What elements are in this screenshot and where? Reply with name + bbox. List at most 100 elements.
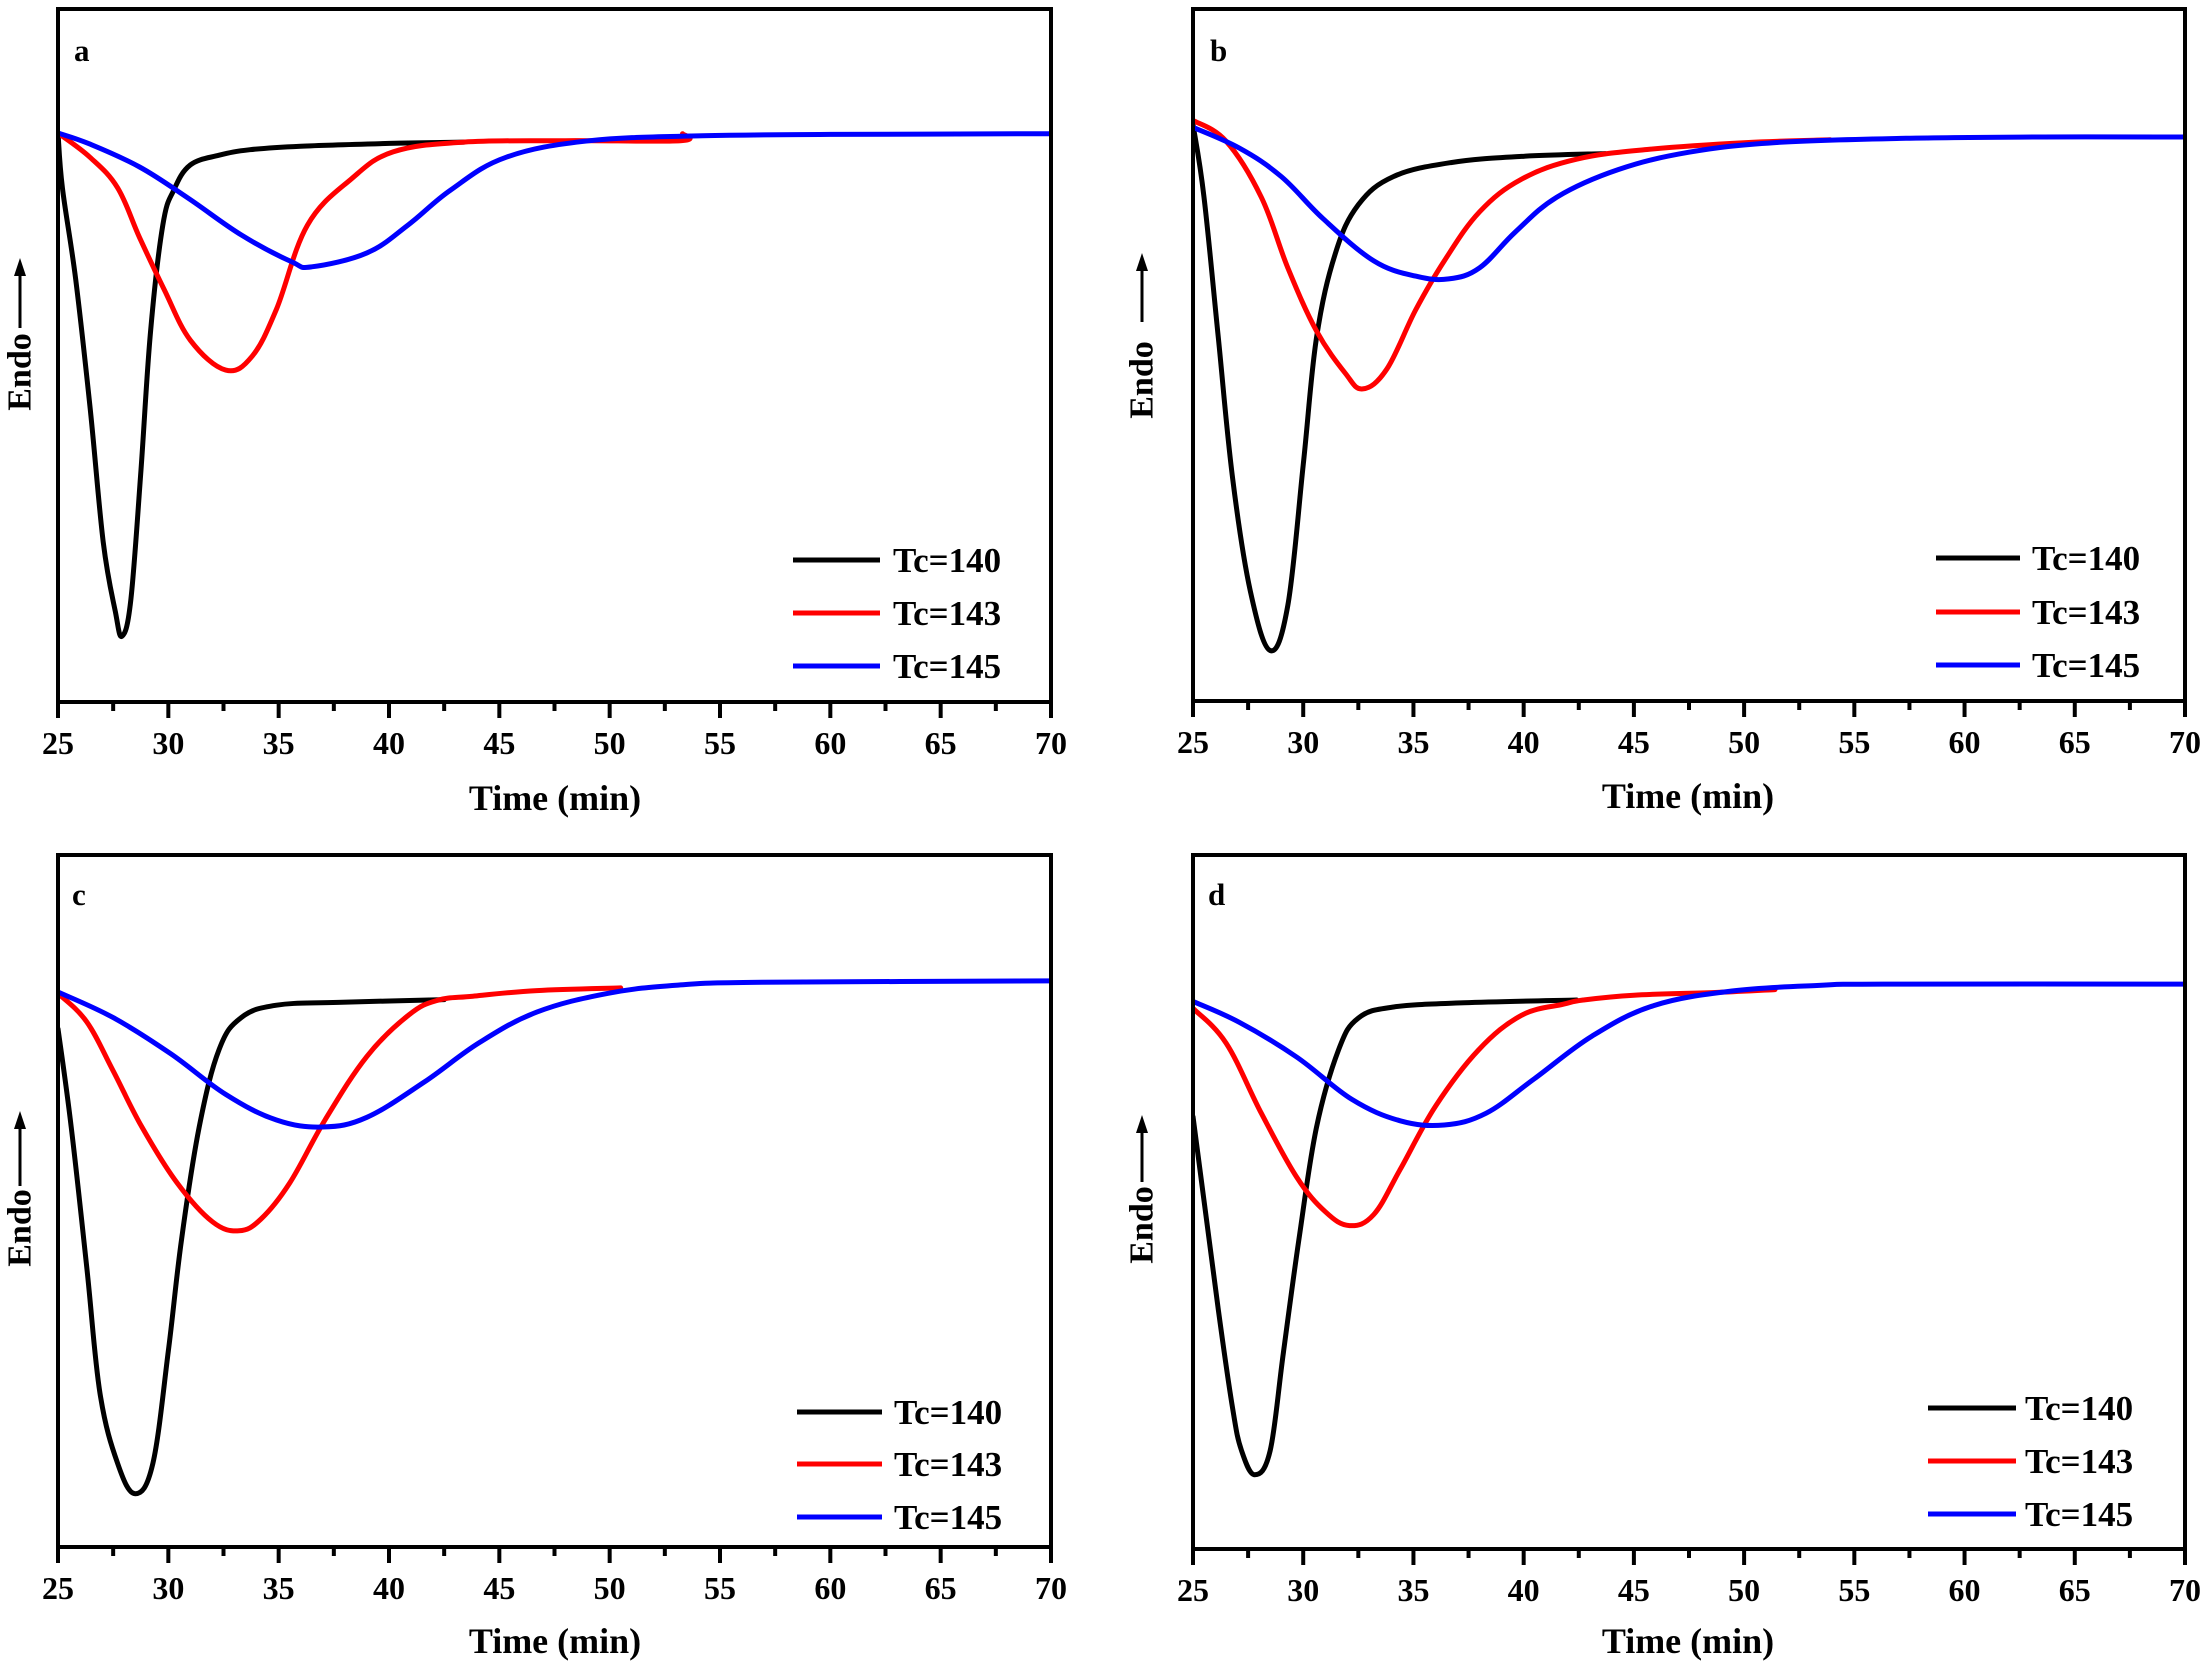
- series-group: [1193, 981, 2185, 1478]
- chart-panel-d: 25 30 35 40 45 50 55 60 65 70 Time (min) Endo d Tc=14…: [1124, 853, 2201, 1661]
- legend-label: Tc=143: [2025, 1442, 2133, 1481]
- x-tick-label: 25: [42, 725, 74, 761]
- legend-label: Tc=145: [2025, 1495, 2133, 1534]
- x-tick-label: 70: [1035, 725, 1067, 761]
- series-group: [58, 978, 1051, 1497]
- x-tick-label: 60: [814, 725, 846, 761]
- legend: Tc=140 Tc=143 Tc=145: [793, 541, 1001, 686]
- y-axis-title: Endo: [2, 333, 39, 411]
- x-tick-label: 30: [152, 725, 184, 761]
- legend-item: Tc=140: [1928, 1389, 2133, 1428]
- legend-item: Tc=140: [1936, 539, 2140, 578]
- legend-label: Tc=143: [894, 1445, 1002, 1484]
- x-tick-label: 65: [925, 1570, 957, 1606]
- x-tick-label: 55: [704, 725, 736, 761]
- panel-label: a: [74, 33, 90, 68]
- y-axis-title: Endo: [2, 1189, 39, 1267]
- x-tick-label: 60: [1949, 1572, 1981, 1608]
- plot-frame: [56, 853, 1053, 1549]
- x-tick-label: 45: [1618, 724, 1650, 760]
- x-tick-label: 30: [1287, 1572, 1319, 1608]
- panel-label: c: [72, 877, 86, 912]
- x-tick-label: 60: [1949, 724, 1981, 760]
- series-line-tc-145: [58, 130, 1051, 271]
- endo-arrow-up-icon: [1136, 253, 1148, 271]
- x-tick-label: 50: [594, 1570, 626, 1606]
- legend-item: Tc=145: [793, 647, 1001, 686]
- legend-item: Tc=143: [793, 594, 1001, 633]
- x-tick-label: 25: [42, 1570, 74, 1606]
- legend-label: Tc=140: [2032, 539, 2140, 578]
- x-tick-label: 50: [594, 725, 626, 761]
- series-group: [58, 130, 1051, 639]
- x-tick-label: 55: [704, 1570, 736, 1606]
- series-line-tc-140: [58, 997, 447, 1497]
- legend: Tc=140 Tc=143 Tc=145: [797, 1393, 1002, 1537]
- legend-label: Tc=145: [2032, 646, 2140, 685]
- x-tick-label: 40: [373, 1570, 405, 1606]
- legend-item: Tc=143: [1928, 1442, 2133, 1481]
- legend-item: Tc=145: [1928, 1495, 2133, 1534]
- x-tick-label: 70: [1035, 1570, 1067, 1606]
- legend-item: Tc=145: [1936, 646, 2140, 685]
- x-tick-label: 40: [1508, 724, 1540, 760]
- legend-item: Tc=140: [793, 541, 1001, 580]
- x-tick-label: 45: [1618, 1572, 1650, 1608]
- series-line-tc-140: [58, 130, 467, 639]
- legend-label: Tc=140: [894, 1393, 1002, 1432]
- x-tick-label: 40: [1508, 1572, 1540, 1608]
- endo-arrow-up-icon: [14, 258, 26, 276]
- series-line-tc-143: [1193, 117, 1833, 392]
- y-axis-title: Endo: [1124, 341, 1161, 419]
- legend-label: Tc=145: [893, 647, 1001, 686]
- x-axis-title: Time (min): [469, 1621, 641, 1661]
- series-line-tc-145: [1193, 124, 2185, 283]
- legend-item: Tc=143: [797, 1445, 1002, 1484]
- x-tick-label: 45: [483, 1570, 515, 1606]
- series-line-tc-143: [58, 130, 693, 374]
- x-tick-label: 65: [2059, 1572, 2091, 1608]
- legend-label: Tc=143: [2032, 593, 2140, 632]
- y-axis-title: Endo: [1124, 1186, 1161, 1264]
- x-tick-label: 35: [263, 725, 295, 761]
- chart-panel-c: 25 30 35 40 45 50 55 60 65 70 Time (min) Endo c Tc=14…: [2, 853, 1067, 1661]
- series-line-tc-143: [1193, 987, 1778, 1229]
- x-tick-label: 50: [1728, 1572, 1760, 1608]
- series-line-tc-145: [58, 978, 1051, 1130]
- x-tick-label: 65: [925, 725, 957, 761]
- x-axis-title: Time (min): [1602, 1621, 1774, 1661]
- x-tick-label: 55: [1838, 1572, 1870, 1608]
- endo-arrow-up-icon: [14, 1111, 26, 1129]
- legend-item: Tc=140: [797, 1393, 1002, 1432]
- series-line-tc-143: [58, 985, 624, 1234]
- chart-panel-a: 25 30 35 40 45 50 55 60 65 70 Time (min) Endo a Tc=14…: [2, 7, 1067, 818]
- x-tick-label: 60: [814, 1570, 846, 1606]
- x-axis-title: Time (min): [469, 778, 641, 818]
- x-tick-label: 70: [2169, 724, 2201, 760]
- x-tick-label: 25: [1177, 1572, 1209, 1608]
- legend: Tc=140 Tc=143 Tc=145: [1928, 1389, 2133, 1534]
- legend-label: Tc=140: [2025, 1389, 2133, 1428]
- x-tick-label: 35: [1397, 724, 1429, 760]
- legend: Tc=140 Tc=143 Tc=145: [1936, 539, 2140, 685]
- endo-arrow-up-icon: [1136, 1115, 1148, 1133]
- legend-label: Tc=140: [893, 541, 1001, 580]
- chart-panel-b: 25 30 35 40 45 50 55 60 65 70 Time (min) Endo b Tc=14…: [1124, 7, 2201, 816]
- x-tick-label: 55: [1838, 724, 1870, 760]
- legend-item: Tc=143: [1936, 593, 2140, 632]
- panel-label: b: [1210, 33, 1227, 68]
- x-axis-title: Time (min): [1602, 776, 1774, 816]
- legend-item: Tc=145: [797, 1498, 1002, 1537]
- x-tick-label: 70: [2169, 1572, 2201, 1608]
- x-tick-label: 35: [1397, 1572, 1429, 1608]
- legend-label: Tc=145: [894, 1498, 1002, 1537]
- panel-label: d: [1208, 877, 1225, 912]
- legend-label: Tc=143: [893, 594, 1001, 633]
- x-tick-label: 50: [1728, 724, 1760, 760]
- x-tick-label: 30: [1287, 724, 1319, 760]
- series-line-tc-140: [1193, 122, 1608, 654]
- series-group: [1193, 117, 2185, 654]
- x-tick-label: 45: [483, 725, 515, 761]
- x-tick-label: 65: [2059, 724, 2091, 760]
